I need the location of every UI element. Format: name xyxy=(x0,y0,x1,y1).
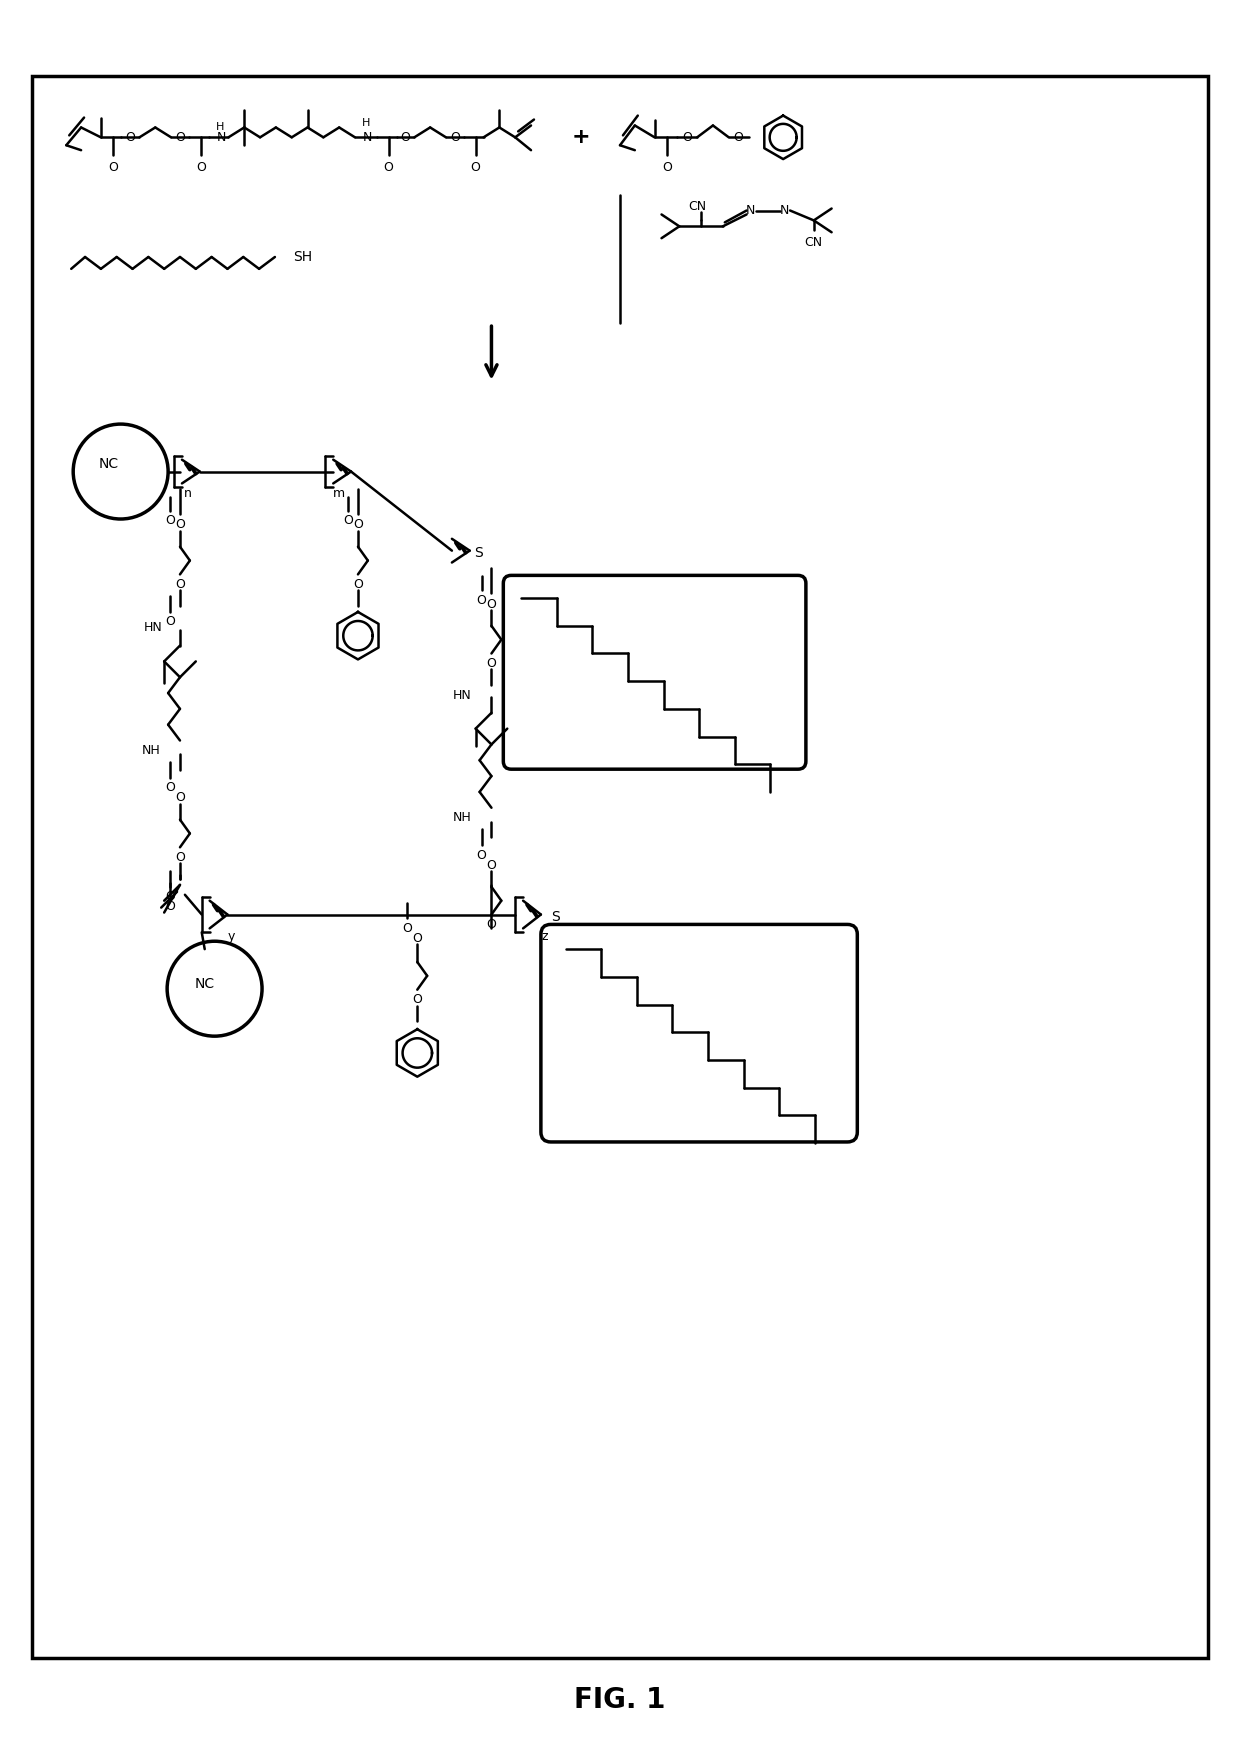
Text: O: O xyxy=(662,161,672,173)
Text: FIG. 1: FIG. 1 xyxy=(574,1686,666,1714)
Text: O: O xyxy=(476,594,486,606)
Text: CN: CN xyxy=(688,201,707,213)
Text: O: O xyxy=(486,597,496,610)
Text: O: O xyxy=(165,900,175,914)
Text: O: O xyxy=(486,858,496,872)
Text: N: N xyxy=(745,204,755,217)
Text: NH: NH xyxy=(141,744,160,756)
Text: HN: HN xyxy=(144,622,162,634)
Text: O: O xyxy=(471,161,481,173)
Text: SH: SH xyxy=(293,250,311,264)
Text: +: + xyxy=(572,128,590,147)
Text: O: O xyxy=(476,849,486,861)
Text: O: O xyxy=(383,161,393,173)
Text: O: O xyxy=(682,131,692,143)
Text: N: N xyxy=(363,131,372,143)
Text: NC: NC xyxy=(99,456,119,470)
Text: O: O xyxy=(175,791,185,804)
Text: HN: HN xyxy=(453,688,471,702)
Text: O: O xyxy=(165,781,175,795)
Text: O: O xyxy=(108,161,118,173)
Text: O: O xyxy=(165,615,175,629)
Text: O: O xyxy=(413,931,423,945)
Text: O: O xyxy=(175,851,185,863)
Text: H: H xyxy=(216,122,224,133)
Text: O: O xyxy=(353,578,363,590)
Text: O: O xyxy=(450,131,460,143)
Text: n: n xyxy=(184,487,192,500)
Text: O: O xyxy=(175,578,185,590)
Text: O: O xyxy=(734,131,744,143)
Text: N: N xyxy=(217,131,226,143)
Text: NH: NH xyxy=(453,811,471,825)
Text: O: O xyxy=(401,131,410,143)
Text: O: O xyxy=(175,131,185,143)
Text: z: z xyxy=(542,929,548,943)
Text: m: m xyxy=(334,487,345,500)
Text: H: H xyxy=(362,119,370,129)
Text: N: N xyxy=(780,204,789,217)
Text: y: y xyxy=(228,929,236,943)
Text: O: O xyxy=(196,161,206,173)
Text: S: S xyxy=(474,545,482,559)
Text: O: O xyxy=(403,922,413,935)
Text: O: O xyxy=(175,519,185,531)
Text: O: O xyxy=(165,891,175,903)
Text: S: S xyxy=(551,910,559,924)
Text: O: O xyxy=(486,917,496,931)
Text: O: O xyxy=(486,657,496,669)
Text: O: O xyxy=(413,992,423,1006)
Text: O: O xyxy=(353,519,363,531)
Text: NC: NC xyxy=(195,977,215,991)
Text: CN: CN xyxy=(805,236,823,248)
Text: O: O xyxy=(343,515,353,528)
Text: O: O xyxy=(125,131,135,143)
Text: O: O xyxy=(165,515,175,528)
